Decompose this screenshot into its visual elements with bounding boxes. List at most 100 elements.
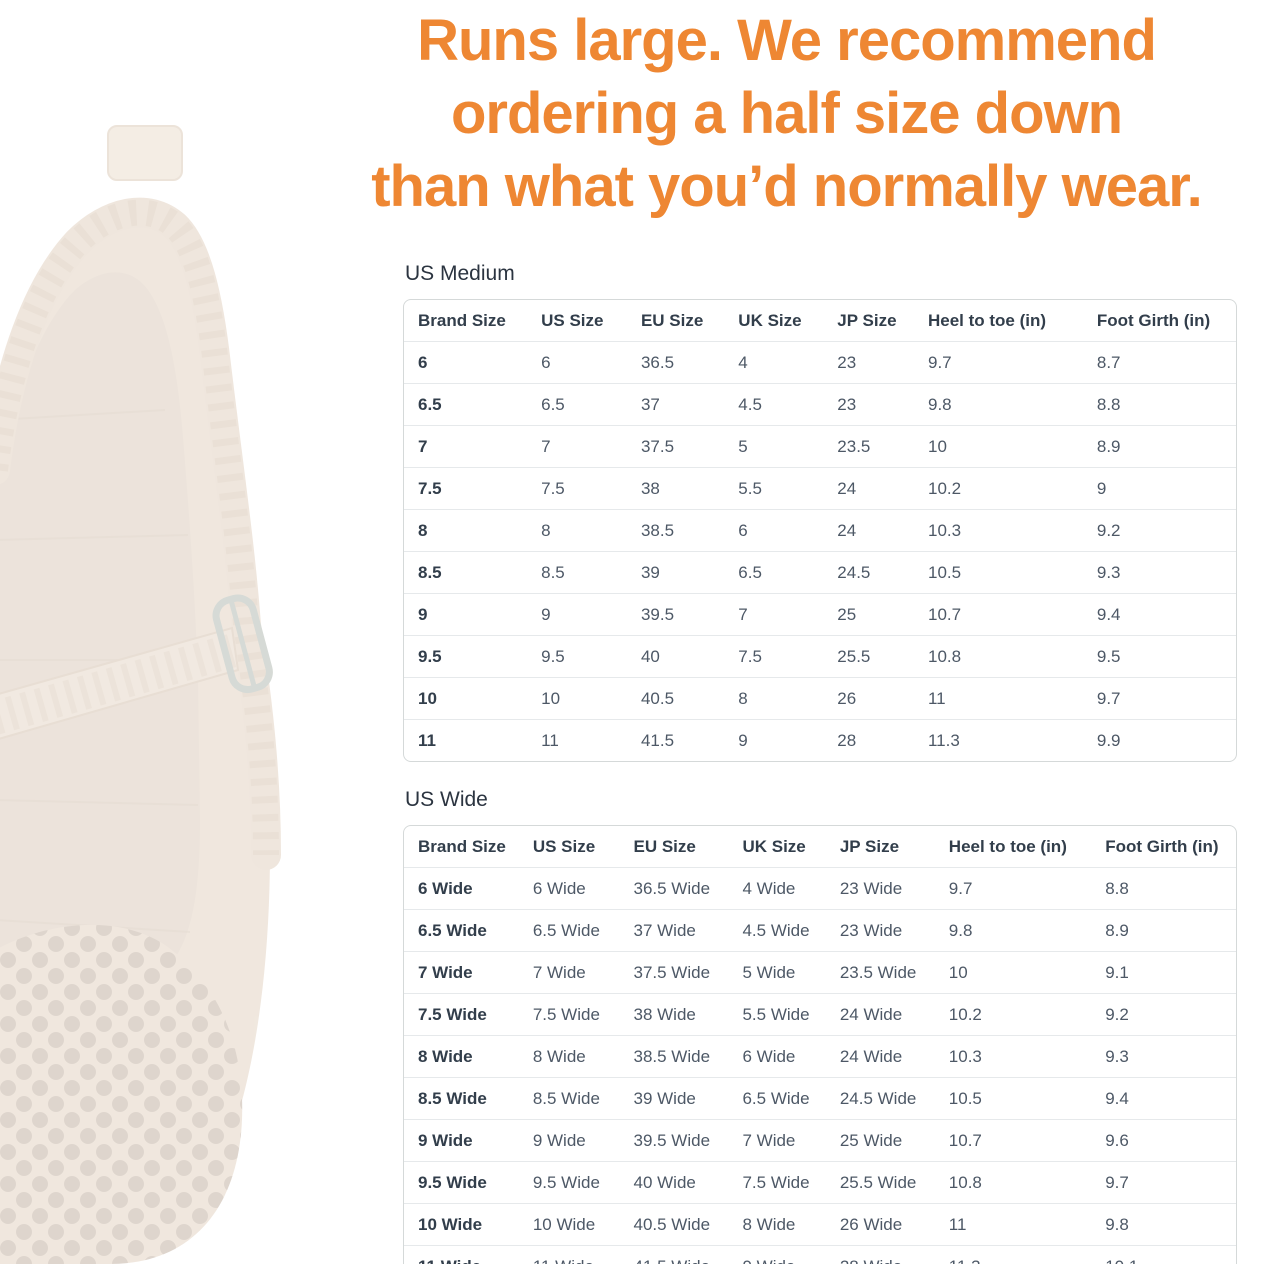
column-header: Foot Girth (in) bbox=[1096, 311, 1211, 330]
size-cell: 9.4 bbox=[1082, 593, 1236, 635]
size-cell: 8.7 bbox=[1082, 341, 1236, 383]
brand-size-cell: 8.5 Wide bbox=[404, 1077, 519, 1119]
size-cell: 9.2 bbox=[1082, 509, 1236, 551]
size-cell: 7 Wide bbox=[728, 1119, 826, 1161]
size-cell: 23 bbox=[823, 341, 914, 383]
size-cell: 41.5 bbox=[626, 719, 725, 761]
us-medium-size-table: Brand Size US Size EU Size UK Size JP Size He… bbox=[403, 299, 1237, 762]
size-cell: 25 Wide bbox=[825, 1119, 935, 1161]
table-row: 10 Wide 10 Wide 40.5 Wide 8 Wide 26 Wide 11 9.… bbox=[404, 1203, 1236, 1245]
column-header: EU Size bbox=[640, 311, 704, 330]
table-row: 8 8 38.5 6 24 10.3 9.2 bbox=[404, 509, 1236, 551]
table-row: 6.5 Wide 6.5 Wide 37 Wide 4.5 Wide 23 Wide 9.… bbox=[404, 909, 1236, 951]
column-header: EU Size bbox=[633, 837, 696, 856]
size-cell: 24 Wide bbox=[825, 1035, 935, 1077]
size-cell: 23.5 Wide bbox=[825, 951, 935, 993]
size-cell: 38.5 bbox=[626, 509, 725, 551]
column-header: Heel to toe (in) bbox=[948, 837, 1067, 856]
size-cell: 11.3 bbox=[913, 719, 1083, 761]
size-cell: 7.5 bbox=[527, 467, 627, 509]
size-cell: 9.8 bbox=[934, 909, 1092, 951]
table-row: 9.5 9.5 40 7.5 25.5 10.8 9.5 bbox=[404, 635, 1236, 677]
size-cell: 7.5 bbox=[724, 635, 824, 677]
size-cell: 10.3 bbox=[913, 509, 1083, 551]
size-cell: 4 Wide bbox=[728, 867, 826, 909]
brand-size-cell: 8 bbox=[404, 509, 528, 551]
column-header: UK Size bbox=[738, 311, 802, 330]
brand-size-cell: 6.5 Wide bbox=[404, 909, 519, 951]
size-cell: 8 Wide bbox=[728, 1203, 826, 1245]
size-cell: 6.5 Wide bbox=[518, 909, 620, 951]
size-cell: 5 bbox=[724, 425, 824, 467]
size-cell: 11 bbox=[913, 677, 1083, 719]
size-cell: 6.5 bbox=[724, 551, 824, 593]
table-row: 6 6 36.5 4 23 9.7 8.7 bbox=[404, 341, 1236, 383]
brand-size-cell: 7 bbox=[404, 425, 528, 467]
size-cell: 10.3 bbox=[934, 1035, 1092, 1077]
shoe-heel-tab bbox=[107, 125, 183, 181]
brand-size-cell: 7.5 bbox=[404, 467, 528, 509]
size-cell: 11.3 bbox=[934, 1245, 1092, 1264]
table-row: 11 11 41.5 9 28 11.3 9.9 bbox=[404, 719, 1236, 761]
size-cell: 38.5 Wide bbox=[619, 1035, 729, 1077]
brand-size-cell: 6.5 bbox=[404, 383, 528, 425]
size-cell: 9.7 bbox=[1091, 1161, 1236, 1203]
column-header: US Size bbox=[532, 837, 596, 856]
brand-size-cell: 11 bbox=[404, 719, 528, 761]
size-cell: 11 bbox=[934, 1203, 1092, 1245]
table-row: 10 10 40.5 8 26 11 9.7 bbox=[404, 677, 1236, 719]
table-row: 7.5 Wide 7.5 Wide 38 Wide 5.5 Wide 24 Wide 10… bbox=[404, 993, 1236, 1035]
size-cell: 9.7 bbox=[1082, 677, 1236, 719]
size-cell: 38 bbox=[626, 467, 725, 509]
size-cell: 41.5 Wide bbox=[619, 1245, 729, 1264]
shoe-weave-holes bbox=[0, 924, 243, 1264]
size-cell: 9.5 Wide bbox=[518, 1161, 620, 1203]
table-row: 8 Wide 8 Wide 38.5 Wide 6 Wide 24 Wide 10.3 9.… bbox=[404, 1035, 1236, 1077]
size-cell: 10.8 bbox=[934, 1161, 1092, 1203]
product-photo bbox=[0, 120, 340, 1264]
size-cell: 37 bbox=[626, 383, 725, 425]
headline-line-1: Runs large. We recommend bbox=[417, 8, 1157, 73]
size-cell: 4.5 Wide bbox=[728, 909, 826, 951]
size-cell: 28 bbox=[823, 719, 914, 761]
size-cell: 40.5 bbox=[626, 677, 725, 719]
recommendation-headline: Runs large. We recommend ordering a half… bbox=[300, 4, 1273, 223]
size-cell: 8 bbox=[724, 677, 824, 719]
brand-size-cell: 6 bbox=[404, 341, 528, 383]
size-cell: 6.5 Wide bbox=[728, 1077, 826, 1119]
size-cell: 9.2 bbox=[1091, 993, 1236, 1035]
size-cell: 39.5 bbox=[626, 593, 725, 635]
size-cell: 37 Wide bbox=[619, 909, 729, 951]
size-cell: 24 bbox=[823, 467, 914, 509]
column-header: JP Size bbox=[837, 311, 897, 330]
size-cell: 9.5 bbox=[527, 635, 627, 677]
brand-size-cell: 7.5 Wide bbox=[404, 993, 519, 1035]
size-cell: 7.5 Wide bbox=[728, 1161, 826, 1203]
brand-size-cell: 10 Wide bbox=[404, 1203, 519, 1245]
headline-line-3: than what you’d normally wear. bbox=[371, 154, 1203, 219]
headline-line-2: ordering a half size down bbox=[450, 81, 1123, 146]
size-cell: 39.5 Wide bbox=[619, 1119, 729, 1161]
table-row: 9 9 39.5 7 25 10.7 9.4 bbox=[404, 593, 1236, 635]
size-cell: 10 bbox=[913, 425, 1083, 467]
size-cell: 8.9 bbox=[1091, 909, 1236, 951]
shoe-braided-rim bbox=[0, 197, 281, 870]
size-cell: 38 Wide bbox=[619, 993, 729, 1035]
size-cell: 37.5 bbox=[626, 425, 725, 467]
table-row: 7 Wide 7 Wide 37.5 Wide 5 Wide 23.5 Wide 10 9.… bbox=[404, 951, 1236, 993]
size-cell: 6 Wide bbox=[728, 1035, 826, 1077]
shoe-footbed bbox=[0, 272, 200, 1004]
size-cell: 10 bbox=[934, 951, 1092, 993]
size-cell: 39 Wide bbox=[619, 1077, 729, 1119]
size-cell: 11 bbox=[527, 719, 627, 761]
size-cell: 10.5 bbox=[913, 551, 1083, 593]
size-cell: 9 bbox=[724, 719, 824, 761]
size-cell: 24.5 bbox=[823, 551, 914, 593]
size-cell: 40.5 Wide bbox=[619, 1203, 729, 1245]
size-cell: 6 Wide bbox=[518, 867, 620, 909]
size-cell: 6 bbox=[724, 509, 824, 551]
size-cell: 9 bbox=[527, 593, 627, 635]
size-cell: 8.8 bbox=[1082, 383, 1236, 425]
